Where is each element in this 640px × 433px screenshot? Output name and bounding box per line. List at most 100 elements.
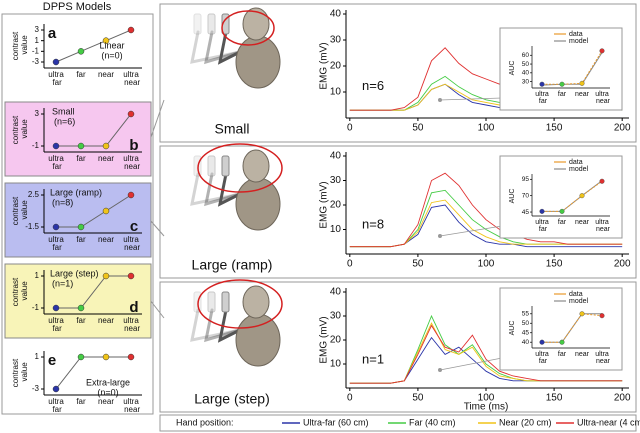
inset-point bbox=[579, 311, 585, 317]
x-tick-label: near bbox=[98, 397, 114, 406]
panel-letter: b bbox=[129, 137, 138, 154]
y-tick-label: 3 bbox=[35, 25, 40, 34]
peripersonal-space bbox=[221, 10, 275, 46]
leader-line bbox=[439, 357, 503, 371]
inset-point bbox=[599, 178, 605, 184]
text-line: near bbox=[122, 324, 141, 333]
arm bbox=[217, 172, 242, 207]
x-tick-label: 150 bbox=[546, 393, 563, 404]
peripersonal-space bbox=[197, 143, 283, 193]
inset-y-tick-label: 95 bbox=[522, 176, 530, 183]
panel-title: Large (step) bbox=[194, 391, 269, 407]
y-axis-label: EMG (mV) bbox=[319, 181, 330, 228]
text-line: near bbox=[122, 162, 141, 171]
x-tick-label: far bbox=[76, 397, 86, 406]
arm bbox=[217, 308, 242, 343]
connectors bbox=[149, 99, 165, 319]
x-tick-label: far bbox=[76, 316, 86, 325]
y-tick-label: -1.5 bbox=[25, 222, 39, 231]
inset-x-tick-label: near bbox=[575, 91, 590, 98]
text-line: far bbox=[537, 98, 548, 105]
model-point bbox=[127, 353, 135, 361]
text-line: ultra bbox=[48, 154, 64, 163]
y-axis-label: contrast value bbox=[11, 277, 29, 306]
inset-y-tick-label: 60 bbox=[522, 52, 530, 59]
x-tick-label: 100 bbox=[478, 259, 495, 270]
hand bbox=[221, 155, 230, 177]
text-line: far bbox=[50, 324, 62, 333]
legend-label: Far (40 cm) bbox=[409, 417, 456, 427]
model-label: Large (ramp) bbox=[50, 187, 102, 197]
inset-legend-label: model bbox=[569, 38, 589, 45]
inset-legend-label: data bbox=[569, 159, 583, 166]
y-tick-label: 10 bbox=[330, 87, 342, 98]
head bbox=[242, 285, 270, 319]
text-line: far bbox=[50, 243, 62, 252]
model-point bbox=[52, 223, 60, 231]
hand bbox=[207, 291, 216, 313]
inset-legend-label: model bbox=[569, 166, 589, 173]
text-line: far bbox=[537, 358, 548, 365]
model-point bbox=[102, 142, 110, 150]
inset-y-tick-label: 70 bbox=[522, 192, 530, 199]
x-tick-label: ultra far bbox=[48, 70, 64, 87]
hand bbox=[221, 291, 230, 313]
inset-point bbox=[599, 313, 605, 319]
model-point bbox=[102, 37, 110, 44]
inset-x-tick-label: ultra near bbox=[594, 219, 611, 233]
y-tick-label: 40 bbox=[330, 287, 342, 298]
emg-trace bbox=[349, 324, 623, 384]
inset-legend-label: data bbox=[569, 31, 583, 38]
y-tick-label: 30 bbox=[330, 35, 342, 46]
y-tick-label: 20 bbox=[330, 335, 342, 346]
arm bbox=[190, 30, 242, 64]
inset-y-axis-label: AUC bbox=[509, 321, 516, 336]
head bbox=[242, 7, 270, 41]
x-tick-label: 150 bbox=[546, 259, 563, 270]
x-tick-label: ultra near bbox=[122, 397, 141, 414]
inset-x-tick-label: ultra far bbox=[535, 219, 549, 233]
hand bbox=[193, 13, 202, 35]
x-tick-label: ultra far bbox=[48, 397, 64, 414]
x-tick-label: 50 bbox=[412, 393, 424, 404]
text-line: ultra bbox=[535, 219, 549, 226]
leader-dot bbox=[438, 234, 442, 238]
leader-line bbox=[439, 97, 503, 101]
text-line: contrast bbox=[11, 196, 20, 225]
x-tick-label: 200 bbox=[614, 393, 631, 404]
model-box bbox=[4, 182, 152, 258]
arm bbox=[190, 172, 242, 206]
y-tick-label: 10 bbox=[330, 224, 342, 235]
inset-y-tick-label: 40 bbox=[522, 70, 530, 77]
inset-point bbox=[579, 193, 585, 199]
model-point bbox=[127, 26, 135, 34]
y-tick-label: 30 bbox=[330, 311, 342, 322]
text-line: ultra bbox=[123, 397, 139, 406]
x-tick-label: near bbox=[98, 316, 114, 325]
inset-x-tick-label: ultra near bbox=[594, 91, 611, 105]
text-line: near bbox=[122, 405, 141, 414]
panel-letter: e bbox=[48, 352, 56, 369]
inset-point bbox=[599, 48, 605, 54]
legend-label: Ultra-near (4 cm) bbox=[577, 417, 640, 427]
inset-y-tick-label: 55 bbox=[522, 311, 530, 318]
peripersonal-space bbox=[197, 279, 283, 329]
n-label: n=6 bbox=[362, 78, 384, 93]
text-line: far bbox=[50, 405, 62, 414]
inset-y-tick-label: 45 bbox=[522, 209, 530, 216]
text-line: value bbox=[20, 362, 29, 384]
inset-line bbox=[542, 180, 603, 212]
x-tick-label: 0 bbox=[347, 259, 353, 270]
leader-dot bbox=[438, 98, 442, 102]
model-line bbox=[56, 275, 131, 309]
x-tick-label: 50 bbox=[412, 123, 424, 134]
inset-legend-label: model bbox=[569, 298, 589, 305]
x-tick-label: ultra far bbox=[48, 316, 64, 333]
model-point bbox=[77, 353, 85, 361]
x-tick-label: ultra near bbox=[122, 154, 141, 171]
inset-frame bbox=[499, 155, 623, 239]
inset-point bbox=[579, 80, 585, 86]
y-tick-label: 40 bbox=[330, 9, 342, 20]
inset-x-tick-label: far bbox=[558, 91, 567, 98]
